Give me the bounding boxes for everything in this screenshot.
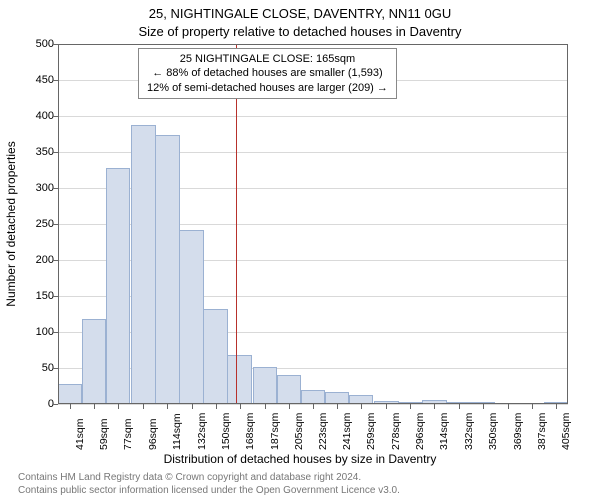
x-tick bbox=[434, 404, 435, 409]
chart-container: 25, NIGHTINGALE CLOSE, DAVENTRY, NN11 0G… bbox=[0, 0, 600, 500]
y-tick-label: 200 bbox=[14, 254, 54, 266]
footer: Contains HM Land Registry data © Crown c… bbox=[18, 472, 400, 497]
x-tick bbox=[410, 404, 411, 409]
bar bbox=[227, 355, 251, 404]
x-tick-label: 132sqm bbox=[196, 413, 208, 450]
bar bbox=[253, 367, 277, 404]
x-tick-label: 314sqm bbox=[438, 413, 450, 450]
x-tick-label: 332sqm bbox=[463, 413, 475, 450]
y-tick bbox=[53, 332, 58, 333]
x-tick bbox=[508, 404, 509, 409]
x-tick-label: 259sqm bbox=[365, 413, 377, 450]
bar bbox=[203, 309, 227, 404]
x-tick bbox=[167, 404, 168, 409]
x-tick-label: 387sqm bbox=[536, 413, 548, 450]
x-tick-label: 296sqm bbox=[414, 413, 426, 450]
chart-subtitle: Size of property relative to detached ho… bbox=[0, 24, 600, 39]
y-tick-label: 100 bbox=[14, 326, 54, 338]
x-tick-label: 278sqm bbox=[390, 413, 402, 450]
x-tick bbox=[240, 404, 241, 409]
x-tick-label: 114sqm bbox=[171, 413, 183, 450]
y-tick-label: 500 bbox=[14, 38, 54, 50]
x-tick-label: 168sqm bbox=[244, 413, 256, 450]
y-tick-label: 400 bbox=[14, 110, 54, 122]
y-tick bbox=[53, 368, 58, 369]
x-tick-label: 405sqm bbox=[560, 413, 572, 450]
x-tick bbox=[94, 404, 95, 409]
x-tick-label: 241sqm bbox=[341, 413, 353, 450]
info-line-3: 12% of semi-detached houses are larger (… bbox=[147, 81, 388, 95]
bar bbox=[106, 168, 130, 404]
info-line-2: ← 88% of detached houses are smaller (1,… bbox=[147, 66, 388, 80]
bar bbox=[58, 384, 82, 404]
x-tick-label: 187sqm bbox=[269, 413, 281, 450]
y-tick bbox=[53, 80, 58, 81]
chart-title: 25, NIGHTINGALE CLOSE, DAVENTRY, NN11 0G… bbox=[0, 6, 600, 21]
x-tick-label: 41sqm bbox=[74, 418, 86, 450]
y-tick-label: 300 bbox=[14, 182, 54, 194]
y-tick-label: 450 bbox=[14, 74, 54, 86]
x-tick-label: 59sqm bbox=[98, 418, 110, 450]
y-tick bbox=[53, 224, 58, 225]
grid-line bbox=[58, 44, 568, 45]
x-tick-label: 77sqm bbox=[122, 418, 134, 450]
grid-line bbox=[58, 116, 568, 117]
bar bbox=[179, 230, 203, 404]
footer-line-1: Contains HM Land Registry data © Crown c… bbox=[18, 472, 400, 485]
bar bbox=[277, 375, 301, 404]
x-tick bbox=[118, 404, 119, 409]
y-tick bbox=[53, 152, 58, 153]
bar bbox=[301, 390, 325, 404]
y-tick bbox=[53, 44, 58, 45]
y-tick-label: 0 bbox=[14, 398, 54, 410]
x-tick bbox=[192, 404, 193, 409]
x-tick-label: 369sqm bbox=[512, 413, 524, 450]
x-tick bbox=[532, 404, 533, 409]
x-tick-label: 223sqm bbox=[317, 413, 329, 450]
x-tick-label: 350sqm bbox=[487, 413, 499, 450]
footer-line-2: Contains public sector information licen… bbox=[18, 485, 400, 498]
bar bbox=[325, 392, 349, 404]
x-tick bbox=[313, 404, 314, 409]
y-tick bbox=[53, 260, 58, 261]
y-tick bbox=[53, 116, 58, 117]
x-tick-label: 96sqm bbox=[147, 418, 159, 450]
y-tick-label: 50 bbox=[14, 362, 54, 374]
bar bbox=[131, 125, 155, 404]
x-tick bbox=[337, 404, 338, 409]
x-tick bbox=[386, 404, 387, 409]
x-tick bbox=[361, 404, 362, 409]
x-tick bbox=[556, 404, 557, 409]
x-axis-label: Distribution of detached houses by size … bbox=[0, 452, 600, 466]
x-tick-label: 150sqm bbox=[220, 413, 232, 450]
x-tick bbox=[265, 404, 266, 409]
info-line-1: 25 NIGHTINGALE CLOSE: 165sqm bbox=[147, 52, 388, 66]
y-tick bbox=[53, 188, 58, 189]
x-tick bbox=[459, 404, 460, 409]
bar bbox=[155, 135, 179, 404]
y-tick-label: 250 bbox=[14, 218, 54, 230]
bar bbox=[349, 395, 373, 404]
bar bbox=[82, 319, 106, 404]
y-tick bbox=[53, 296, 58, 297]
y-tick-label: 350 bbox=[14, 146, 54, 158]
y-tick bbox=[53, 404, 58, 405]
x-tick bbox=[216, 404, 217, 409]
x-tick-label: 205sqm bbox=[293, 413, 305, 450]
info-box: 25 NIGHTINGALE CLOSE: 165sqm ← 88% of de… bbox=[138, 48, 397, 99]
y-tick-label: 150 bbox=[14, 290, 54, 302]
x-tick bbox=[483, 404, 484, 409]
x-tick bbox=[143, 404, 144, 409]
x-tick bbox=[289, 404, 290, 409]
x-tick bbox=[70, 404, 71, 409]
